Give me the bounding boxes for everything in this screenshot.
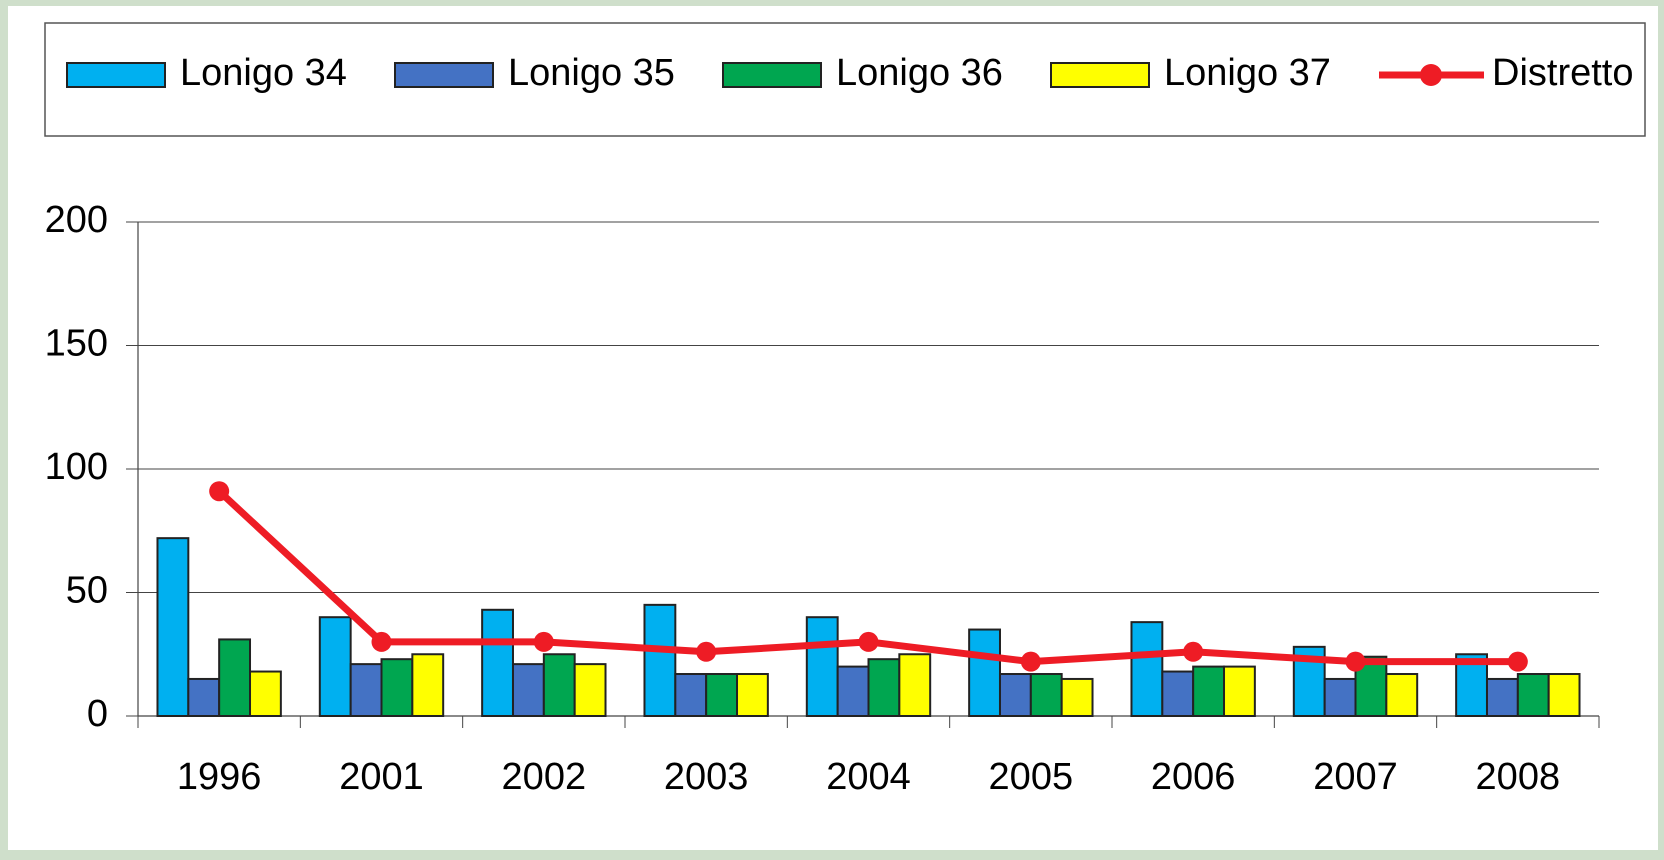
- y-tick-label: 200: [45, 199, 108, 241]
- bar: [1192, 665, 1226, 717]
- legend-swatch: [66, 62, 166, 88]
- x-tick-label: 2001: [339, 756, 424, 798]
- bar: [1029, 673, 1063, 718]
- x-tick-label: 2008: [1476, 756, 1561, 798]
- bar: [805, 616, 839, 718]
- x-tick-label: 1996: [177, 756, 262, 798]
- bar: [736, 673, 769, 718]
- line-marker: [696, 641, 717, 662]
- legend-swatch: [1050, 62, 1150, 88]
- x-tick-label: 2005: [989, 756, 1074, 798]
- legend-marker: [1420, 64, 1442, 86]
- legend-box: [44, 22, 1646, 137]
- line-marker: [533, 631, 554, 652]
- bar: [156, 537, 190, 717]
- legend-swatch: [394, 62, 494, 88]
- bar: [867, 658, 901, 718]
- y-tick-label: 100: [45, 446, 108, 488]
- bar: [1323, 677, 1357, 718]
- x-tick-label: 2004: [826, 756, 911, 798]
- y-tick-label: 0: [87, 693, 108, 735]
- bar: [1223, 665, 1256, 717]
- bar: [705, 673, 739, 718]
- legend-label: Lonigo 35: [508, 52, 675, 94]
- bar: [1130, 621, 1164, 718]
- bar: [1161, 670, 1195, 717]
- bar: [249, 670, 282, 717]
- bar: [187, 677, 221, 718]
- bar: [643, 603, 677, 717]
- bar: [511, 663, 545, 718]
- line-marker: [1345, 651, 1366, 672]
- bar: [1385, 673, 1419, 718]
- bar: [481, 608, 514, 717]
- bar: [1485, 677, 1519, 718]
- y-tick-label: 150: [45, 323, 108, 365]
- bar: [998, 673, 1032, 718]
- bar: [674, 673, 708, 718]
- bar: [573, 663, 607, 718]
- bar: [836, 665, 870, 717]
- legend-label: Lonigo 34: [180, 52, 347, 94]
- x-tick-label: 2007: [1313, 756, 1398, 798]
- line-marker: [1183, 641, 1204, 662]
- line-marker: [1507, 651, 1528, 672]
- legend-label: Distretto: [1492, 52, 1633, 94]
- legend-swatch: [722, 62, 822, 88]
- bar: [542, 653, 576, 717]
- line-marker: [1020, 651, 1041, 672]
- legend-label: Lonigo 36: [836, 52, 1003, 94]
- line-marker: [371, 631, 392, 652]
- bar: [1516, 673, 1550, 718]
- bar: [318, 616, 352, 718]
- bar: [898, 653, 932, 717]
- line-marker: [858, 631, 879, 652]
- bar: [968, 628, 1001, 717]
- y-tick-label: 50: [66, 570, 108, 612]
- line-marker: [209, 481, 230, 502]
- legend-label: Lonigo 37: [1164, 52, 1331, 94]
- x-tick-label: 2003: [664, 756, 749, 798]
- bar: [218, 638, 252, 717]
- bar: [349, 663, 383, 718]
- x-tick-label: 2002: [502, 756, 587, 798]
- bar: [380, 658, 414, 718]
- x-tick-label: 2006: [1151, 756, 1236, 798]
- bar: [1547, 673, 1581, 718]
- bar: [411, 653, 445, 717]
- bar: [1060, 677, 1094, 718]
